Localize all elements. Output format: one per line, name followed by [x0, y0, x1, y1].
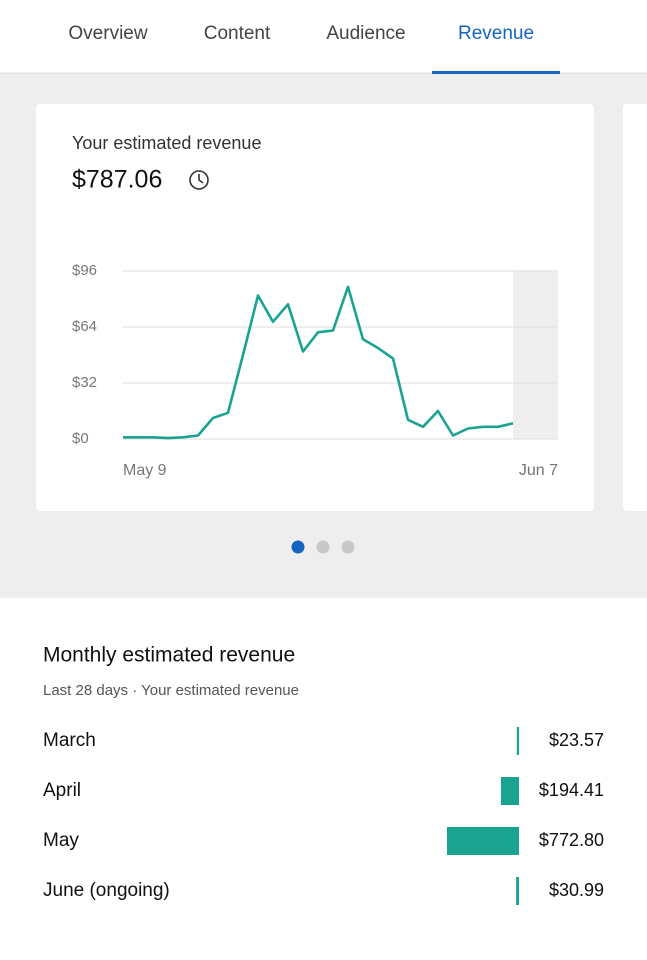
- month-bar: [516, 727, 519, 755]
- month-label: March: [43, 730, 96, 751]
- clock-icon[interactable]: [189, 170, 209, 190]
- tab[interactable]: Revenue: [458, 23, 534, 44]
- page-dot-active[interactable]: [291, 540, 305, 554]
- x-tick-label: May 9: [123, 462, 167, 479]
- card-title: Your estimated revenue: [72, 133, 261, 153]
- month-bar: [516, 877, 519, 905]
- month-value: $23.57: [549, 730, 604, 750]
- month-value: $30.99: [549, 880, 604, 900]
- page-dot[interactable]: [316, 540, 330, 554]
- month-label: April: [43, 780, 81, 801]
- x-tick-label: Jun 7: [519, 462, 558, 479]
- y-tick-label: $32: [72, 374, 97, 391]
- monthly-title: Monthly estimated revenue: [43, 644, 295, 667]
- page-dot[interactable]: [341, 540, 355, 554]
- next-card[interactable]: [623, 104, 647, 511]
- y-tick-label: $64: [72, 318, 97, 335]
- incomplete-shade: [513, 271, 558, 439]
- revenue-card[interactable]: [36, 104, 594, 511]
- tab[interactable]: Overview: [68, 23, 147, 44]
- tab[interactable]: Audience: [326, 23, 405, 44]
- month-label: May: [43, 830, 79, 851]
- month-value: $772.80: [539, 830, 604, 850]
- month-bar: [500, 777, 519, 805]
- month-label: June (ongoing): [43, 880, 170, 901]
- tab-indicator: [432, 71, 560, 74]
- revenue-line: [123, 285, 514, 440]
- month-bar: [447, 827, 519, 855]
- y-tick-label: $0: [72, 430, 89, 447]
- monthly-subtitle: Last 28 days · Your estimated revenue: [43, 682, 299, 699]
- y-tick-label: $96: [72, 262, 97, 279]
- month-value: $194.41: [539, 780, 604, 800]
- total-revenue: $787.06: [72, 166, 162, 194]
- tab[interactable]: Content: [204, 23, 271, 44]
